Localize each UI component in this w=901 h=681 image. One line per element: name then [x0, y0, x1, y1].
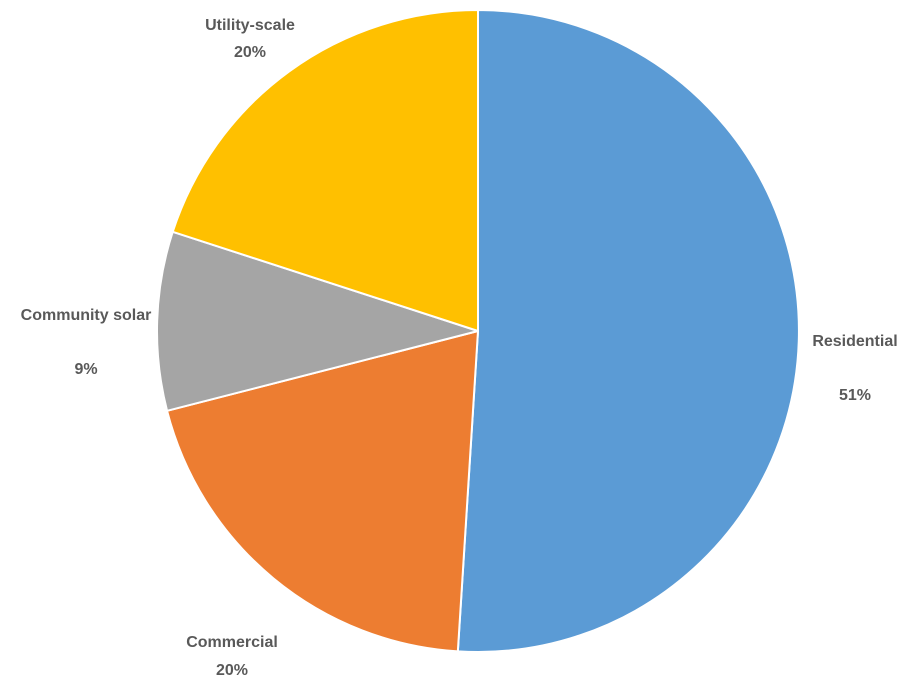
slice-label-utility-scale: Utility-scale	[205, 17, 295, 34]
pie-slice-community-solar	[156, 230, 479, 412]
slice-percent-commercial: 20%	[216, 662, 248, 679]
slice-percent-residential: 51%	[839, 387, 871, 404]
pie-slice-residential	[456, 9, 800, 653]
slice-percent-community-solar: 9%	[74, 361, 97, 378]
slice-label-community-solar: Community solar	[21, 307, 152, 324]
pie-labels: Residential 51% Commercial 20% Community…	[21, 17, 898, 679]
slice-percent-utility-scale: 20%	[234, 44, 266, 61]
slice-label-commercial: Commercial	[186, 634, 278, 651]
pie-slice-utility-scale	[171, 9, 479, 332]
pie-slice-commercial	[166, 330, 479, 653]
pie-slices	[156, 9, 800, 653]
slice-label-residential: Residential	[812, 333, 897, 350]
